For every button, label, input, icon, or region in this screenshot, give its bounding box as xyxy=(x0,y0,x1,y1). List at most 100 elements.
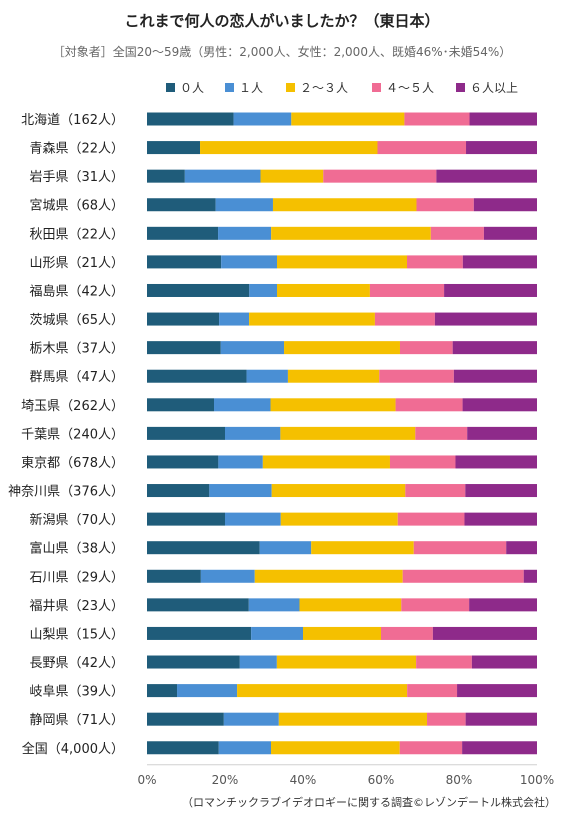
bar-segment-3 xyxy=(379,369,454,383)
bar-segment-0 xyxy=(147,655,240,669)
x-tick-label: 100% xyxy=(520,773,554,787)
bar-segment-0 xyxy=(147,141,201,155)
category-label: 福井県（23人） xyxy=(29,599,124,614)
bar-segment-4 xyxy=(483,226,537,240)
bar-segment-2 xyxy=(249,312,375,326)
bar-segment-2 xyxy=(276,655,417,669)
bar-segment-2 xyxy=(291,112,405,126)
bar-segment-1 xyxy=(225,512,281,526)
x-tick-label: 80% xyxy=(446,773,473,787)
bar-segment-0 xyxy=(147,398,215,412)
bar-segment-2 xyxy=(277,283,370,297)
bar-segment-4 xyxy=(455,455,537,469)
bar-segment-3 xyxy=(402,569,524,583)
bar-segment-3 xyxy=(399,741,463,755)
bar-segment-1 xyxy=(251,626,303,640)
bar-segment-0 xyxy=(147,198,216,212)
bar-segment-4 xyxy=(469,598,537,612)
bar-segment-0 xyxy=(147,283,250,297)
bar-segment-1 xyxy=(218,226,272,240)
bar-segment-4 xyxy=(506,541,537,555)
bar-segment-0 xyxy=(147,312,220,326)
bar-segment-0 xyxy=(147,512,225,526)
bar-segment-3 xyxy=(427,712,466,726)
bar-segment-2 xyxy=(299,598,402,612)
legend-label-1: １人 xyxy=(239,81,263,95)
category-label: 新潟県（70人） xyxy=(29,512,124,528)
legend-label-2: ２～３人 xyxy=(300,81,348,95)
bar-segment-0 xyxy=(147,598,249,612)
bar-segment-0 xyxy=(147,484,210,498)
bar-segment-2 xyxy=(271,484,406,498)
bar-segment-0 xyxy=(147,741,219,755)
bar-segment-4 xyxy=(432,626,537,640)
bar-segment-2 xyxy=(278,712,428,726)
bar-segment-3 xyxy=(404,112,470,126)
bar-segment-3 xyxy=(407,684,458,698)
bar-segment-2 xyxy=(270,398,396,412)
bar-segment-1 xyxy=(249,283,277,297)
category-labels: 北海道（162人） 青森県（22人） 岩手県（31人） 宮城県（68人） 秋田県（22人… xyxy=(8,113,124,757)
bar-segment-2 xyxy=(277,255,407,269)
category-label: 青森県（22人） xyxy=(29,142,124,157)
bar-segment-3 xyxy=(374,312,435,326)
bar-segment-3 xyxy=(395,398,463,412)
bar-segment-1 xyxy=(200,569,255,583)
bar-segment-0 xyxy=(147,169,185,183)
category-label: 長野県（42人） xyxy=(29,656,124,671)
bar-segment-3 xyxy=(430,226,484,240)
bar-segment-3 xyxy=(413,541,507,555)
category-label: 福島県（42人） xyxy=(29,284,124,299)
x-tick-labels: 0% 20% 40% 60% 80% 100% xyxy=(137,773,554,787)
bar-segment-3 xyxy=(389,455,456,469)
category-label: 栃木県（37人） xyxy=(29,342,124,357)
bar-segment-4 xyxy=(523,569,537,583)
bar-segment-3 xyxy=(369,283,445,297)
category-label: 全国（4,000人） xyxy=(22,741,124,757)
legend-label-0: ０人 xyxy=(180,81,204,95)
chart-title: これまで何人の恋人がいましたか？（東日本） xyxy=(124,12,439,30)
bar-segment-4 xyxy=(473,198,537,212)
category-label: 山梨県（15人） xyxy=(29,627,124,642)
bar-segment-1 xyxy=(209,484,272,498)
bar-segment-4 xyxy=(457,684,537,698)
category-label: 東京都（678人） xyxy=(21,455,124,471)
bar-segment-3 xyxy=(323,169,437,183)
bar-segment-2 xyxy=(254,569,403,583)
category-label: 北海道（162人） xyxy=(21,113,124,128)
bar-segment-0 xyxy=(147,684,178,698)
chart-footer: （ロマンチックラブイデオロギーに関する調査©レゾンデートル株式会社） xyxy=(182,795,556,809)
x-tick-label: 40% xyxy=(290,773,317,787)
bar-segment-4 xyxy=(469,112,537,126)
category-label: 山形県（21人） xyxy=(29,256,124,271)
bar-segment-2 xyxy=(311,541,414,555)
bar-segment-1 xyxy=(219,312,250,326)
bar-segment-2 xyxy=(271,741,400,755)
bar-segment-3 xyxy=(397,512,465,526)
legend-swatch-1 xyxy=(225,83,234,92)
bar-segment-4 xyxy=(471,655,537,669)
bar-segment-1 xyxy=(220,341,285,355)
bar-segment-3 xyxy=(405,484,466,498)
bar-segment-2 xyxy=(280,426,416,440)
bar-segment-4 xyxy=(462,741,537,755)
bar-segment-0 xyxy=(147,112,234,126)
bar-segment-3 xyxy=(415,426,468,440)
bar-segment-2 xyxy=(237,684,408,698)
bar-segment-0 xyxy=(147,541,260,555)
bar-segment-1 xyxy=(215,198,273,212)
bar-segment-1 xyxy=(225,426,281,440)
bar-segment-2 xyxy=(280,512,398,526)
bar-segment-3 xyxy=(377,141,467,155)
bar-segment-4 xyxy=(465,484,537,498)
bar-segment-4 xyxy=(444,283,537,297)
bar-segment-0 xyxy=(147,712,224,726)
bar-segment-2 xyxy=(260,169,324,183)
x-tick-label: 20% xyxy=(212,773,239,787)
legend-swatch-0 xyxy=(166,83,175,92)
bar-segment-0 xyxy=(147,455,219,469)
bar-segment-1 xyxy=(233,112,292,126)
bars xyxy=(147,112,537,755)
bar-segment-4 xyxy=(453,369,537,383)
bar-segment-4 xyxy=(452,341,537,355)
